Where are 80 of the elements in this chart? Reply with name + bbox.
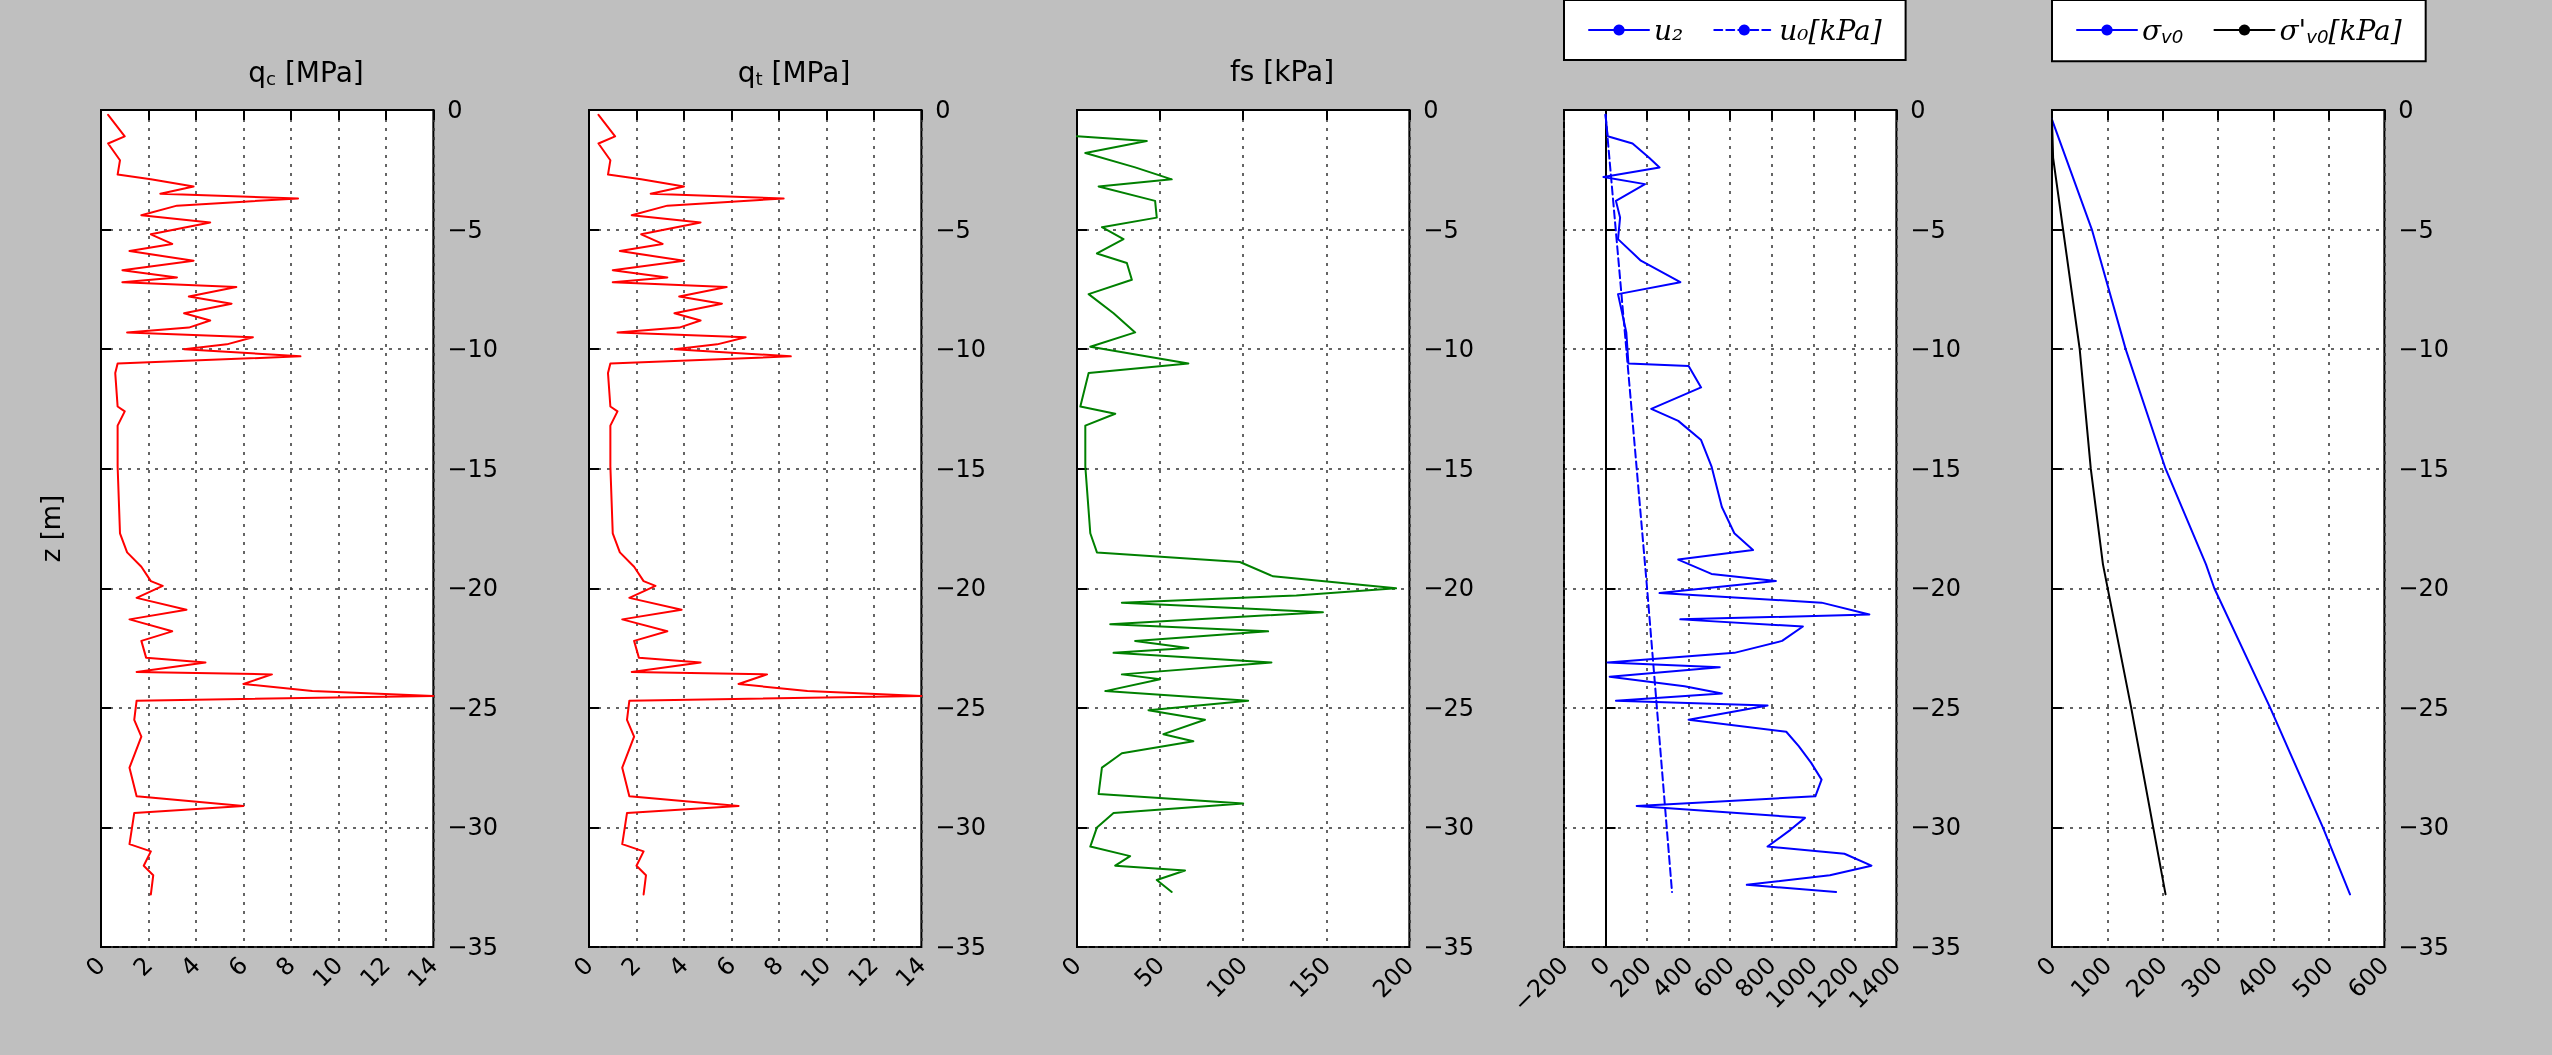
y-tick-label: −35 — [1910, 933, 1962, 961]
y-tick-label: −30 — [1422, 813, 1474, 842]
y-tick-label: −35 — [1422, 933, 1474, 961]
line-series — [107, 113, 435, 896]
y-tick-label: 0 — [2398, 96, 2414, 124]
legend-label: σ'v0[kPa] — [2279, 13, 2402, 47]
y-tick-label: −35 — [935, 933, 986, 961]
y-tick-label: −30 — [1910, 813, 1962, 842]
x-tick-label: 0 — [80, 951, 111, 982]
line-series — [597, 113, 923, 896]
y-tick-label: −5 — [447, 215, 483, 244]
y-tick-label: −20 — [935, 574, 986, 603]
y-tick-label: −15 — [1910, 454, 1962, 483]
x-tick-label: 100 — [2065, 951, 2118, 1004]
x-tick-label: 200 — [2120, 951, 2173, 1004]
y-tick-label: −25 — [2398, 693, 2450, 722]
y-tick-label: −20 — [1910, 574, 1962, 603]
x-tick-label: 4 — [663, 951, 694, 982]
x-tick-label: 12 — [354, 951, 396, 993]
x-tick-label: 6 — [222, 951, 254, 982]
x-tick-label: 0 — [568, 951, 599, 982]
y-tick-label: −5 — [935, 215, 971, 244]
y-tick-label: 0 — [1422, 96, 1439, 124]
legend-label: u₀[kPa] — [1779, 13, 1883, 47]
y-tick-label: 0 — [447, 96, 463, 124]
x-tick-label: 10 — [794, 951, 837, 993]
y-tick-label: −25 — [935, 693, 986, 722]
chart-title: qc [MPa] — [248, 55, 364, 90]
x-tick-label: 4 — [175, 951, 206, 982]
y-tick-label: −15 — [935, 454, 986, 483]
x-tick-label: 400 — [2231, 951, 2284, 1004]
x-tick-label: 2 — [127, 951, 159, 982]
y-tick-label: −5 — [2398, 215, 2434, 244]
y-tick-label: −25 — [447, 693, 499, 722]
y-tick-label: −10 — [935, 335, 986, 364]
y-tick-label: −35 — [2398, 933, 2450, 961]
chart-title: fs [kPa] — [1229, 54, 1334, 88]
x-tick-label: 14 — [889, 951, 932, 993]
y-axis-title: z [m] — [36, 494, 66, 563]
legend-label: σv0 — [2142, 13, 2184, 47]
line-series — [1075, 135, 1397, 893]
y-tick-label: 0 — [935, 96, 951, 124]
y-tick-label: −20 — [447, 574, 499, 603]
x-tick-label: 10 — [306, 951, 349, 993]
y-tick-label: −5 — [1910, 215, 1947, 244]
y-tick-label: −15 — [1422, 454, 1474, 483]
y-tick-label: −35 — [447, 933, 499, 961]
x-tick-label: 300 — [2176, 951, 2229, 1004]
x-tick-label: 150 — [1283, 951, 1336, 1004]
y-tick-label: −25 — [1422, 693, 1474, 722]
y-tick-label: −10 — [2398, 335, 2450, 364]
x-tick-label: 2 — [615, 951, 647, 982]
y-tick-label: −30 — [2398, 813, 2450, 842]
y-tick-label: −30 — [447, 813, 499, 842]
x-tick-label: 100 — [1200, 951, 1253, 1004]
y-tick-label: −15 — [2398, 454, 2450, 483]
y-tick-label: 0 — [1910, 96, 1927, 124]
y-tick-label: −10 — [1910, 335, 1962, 364]
line-series — [2051, 118, 2352, 896]
y-tick-label: −20 — [2398, 574, 2450, 603]
x-tick-label: 0 — [1055, 951, 1087, 982]
x-tick-label: 12 — [842, 951, 884, 993]
x-tick-label: 6 — [710, 951, 742, 982]
y-tick-label: −25 — [1910, 693, 1962, 722]
x-tick-label: 8 — [758, 951, 789, 982]
legend-label: u₂ — [1654, 13, 1684, 47]
x-tick-label: 0 — [2031, 951, 2063, 982]
chart-title: qt [MPa] — [737, 55, 851, 90]
y-tick-label: −20 — [1422, 574, 1474, 603]
x-tick-label: 200 — [1366, 951, 1419, 1004]
y-tick-label: −15 — [447, 454, 499, 483]
x-tick-label: 600 — [2342, 951, 2395, 1004]
x-tick-label: 8 — [270, 951, 301, 982]
y-tick-label: −5 — [1422, 215, 1459, 244]
x-tick-label: 50 — [1128, 951, 1170, 993]
y-tick-label: −30 — [935, 813, 986, 842]
y-tick-label: −10 — [447, 335, 499, 364]
y-tick-label: −10 — [1422, 335, 1474, 364]
x-tick-label: 14 — [401, 951, 444, 993]
x-tick-label: 500 — [2286, 951, 2340, 1004]
